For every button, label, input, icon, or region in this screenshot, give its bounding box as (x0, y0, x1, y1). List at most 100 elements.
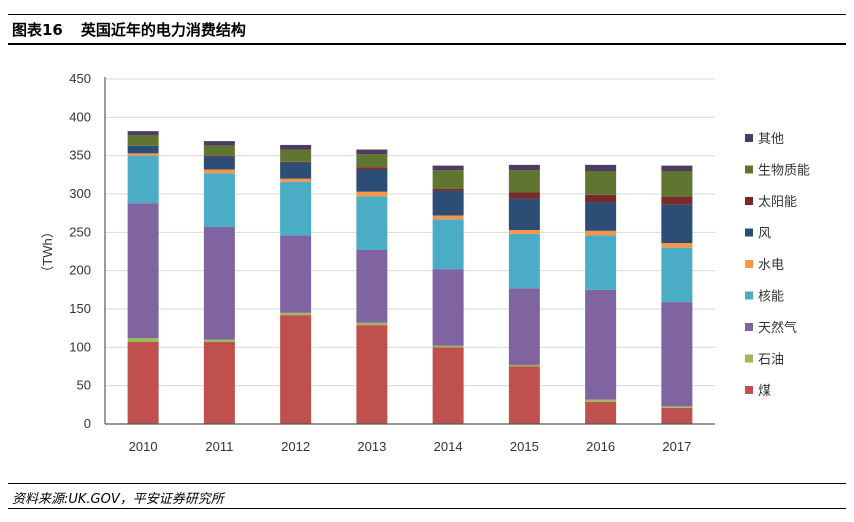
bar-segment-2013-7 (356, 154, 388, 168)
legend-label: 天然气 (758, 320, 797, 336)
legend-label: 其他 (758, 132, 784, 147)
bar-segment-2011-6 (203, 155, 235, 157)
bar-segment-2017-5 (661, 204, 693, 244)
x-tick-label: 2017 (662, 439, 691, 454)
x-tick-label: 2016 (586, 439, 615, 454)
bar-segment-2012-4 (280, 178, 312, 182)
bar-segment-2015-3 (508, 233, 540, 289)
y-axis-label: （TWh） (40, 225, 55, 278)
bar-segment-2014-7 (432, 170, 464, 189)
y-tick-label: 450 (69, 71, 91, 86)
bar-segment-2011-7 (203, 145, 235, 156)
bar-segment-2016-5 (585, 202, 617, 231)
bar-segment-2012-2 (280, 235, 312, 313)
bar-segment-2016-8 (585, 164, 617, 171)
bar-segment-2012-0 (280, 315, 312, 424)
bar-segment-2011-0 (203, 341, 235, 424)
bar-segment-2011-4 (203, 169, 235, 174)
legend-swatch (745, 165, 753, 174)
bar-segment-2016-7 (585, 171, 617, 195)
legend-label: 煤 (758, 384, 771, 399)
bar-segment-2014-3 (432, 219, 464, 270)
bar-segment-2014-2 (432, 269, 464, 346)
figure-header: 图表16 英国近年的电力消费结构 (12, 19, 264, 40)
bar-segment-2015-5 (508, 198, 540, 231)
legend-swatch (745, 228, 753, 237)
bar-segment-2017-1 (661, 406, 693, 408)
bar-segment-2011-5 (203, 156, 235, 170)
bar-segment-2011-8 (203, 141, 235, 146)
bar-segment-2011-2 (203, 226, 235, 340)
legend-label: 水电 (758, 258, 784, 273)
figure-title: 英国近年的电力消费结构 (80, 21, 246, 39)
bar-segment-2016-6 (585, 194, 617, 203)
source-note: 资料来源:UK.GOV，平安证券研究所 (12, 492, 224, 507)
bar-segment-2012-8 (280, 144, 312, 150)
bar-segment-2010-4 (127, 153, 159, 156)
bar-segment-2014-4 (432, 215, 464, 220)
bar-segment-2016-4 (585, 230, 617, 236)
bar-segment-2015-8 (508, 164, 540, 171)
y-tick-label: 350 (69, 148, 91, 163)
bar-segment-2014-1 (432, 345, 464, 348)
y-tick-label: 0 (84, 416, 91, 431)
y-tick-label: 200 (69, 263, 91, 278)
bar-segment-2015-4 (508, 230, 540, 234)
bar-segment-2016-0 (585, 401, 617, 424)
bar-segment-2015-2 (508, 288, 540, 365)
bar-segment-2011-3 (203, 173, 235, 227)
x-tick-label: 2011 (205, 439, 233, 454)
bar-segment-2013-5 (356, 169, 388, 192)
legend-label: 石油 (758, 353, 784, 368)
legend-swatch (745, 323, 753, 331)
bar-segment-2012-6 (280, 161, 312, 163)
bar-segment-2016-1 (585, 399, 617, 402)
legend-swatch (745, 197, 753, 205)
bar-segment-2012-3 (280, 181, 312, 236)
legend-label: 核能 (758, 290, 784, 305)
y-tick-label: 50 (77, 378, 91, 393)
bar-segment-2013-6 (356, 167, 388, 170)
bar-segment-2017-4 (661, 243, 693, 248)
bar-segment-2016-2 (585, 289, 617, 400)
bar-segment-2010-7 (127, 134, 159, 146)
y-tick-label: 100 (69, 339, 91, 354)
bar-segment-2014-8 (432, 165, 464, 171)
bar-segment-2011-1 (203, 339, 235, 342)
bar-segment-2013-1 (356, 322, 388, 326)
bar-segment-2016-3 (585, 235, 617, 290)
bar-segment-2015-1 (508, 364, 540, 367)
bar-segment-2017-8 (661, 165, 693, 171)
bar-segment-2017-0 (661, 407, 693, 424)
x-tick-label: 2012 (281, 439, 310, 454)
top-rule (8, 14, 846, 15)
bar-segment-2013-2 (356, 249, 388, 323)
bar-segment-2012-1 (280, 312, 312, 316)
bar-segment-2015-0 (508, 366, 540, 424)
legend-swatch (745, 291, 753, 300)
bar-segment-2017-3 (661, 247, 693, 303)
bar-segment-2014-5 (432, 190, 464, 216)
legend-swatch (745, 260, 753, 268)
bar-segment-2014-6 (432, 188, 464, 191)
bar-segment-2012-7 (280, 149, 312, 162)
legend-swatch (745, 354, 753, 363)
legend-swatch (745, 386, 753, 394)
bar-segment-2013-8 (356, 149, 388, 155)
bar-segment-2010-5 (127, 145, 159, 154)
footer-rule (8, 483, 846, 484)
figure-number: 图表16 (12, 21, 63, 39)
bar-segment-2012-5 (280, 162, 312, 179)
bar-segment-2014-0 (432, 347, 464, 424)
bar-segment-2010-1 (127, 338, 159, 342)
footer-bottom-rule (8, 508, 846, 509)
bar-segment-2013-3 (356, 196, 388, 250)
bar-segment-2015-7 (508, 170, 540, 193)
y-tick-label: 150 (69, 301, 91, 316)
x-tick-label: 2010 (129, 439, 158, 454)
x-tick-label: 2013 (357, 439, 386, 454)
y-tick-label: 250 (69, 224, 91, 239)
bar-segment-2013-0 (356, 325, 388, 424)
bar-segment-2017-6 (661, 196, 693, 205)
bar-segment-2010-2 (127, 203, 159, 339)
